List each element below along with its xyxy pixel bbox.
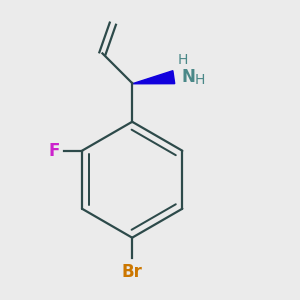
Text: H: H (178, 53, 188, 67)
Text: N: N (181, 68, 195, 86)
Text: F: F (48, 142, 60, 160)
Text: H: H (195, 73, 205, 87)
Polygon shape (132, 71, 175, 84)
Text: Br: Br (122, 263, 142, 281)
